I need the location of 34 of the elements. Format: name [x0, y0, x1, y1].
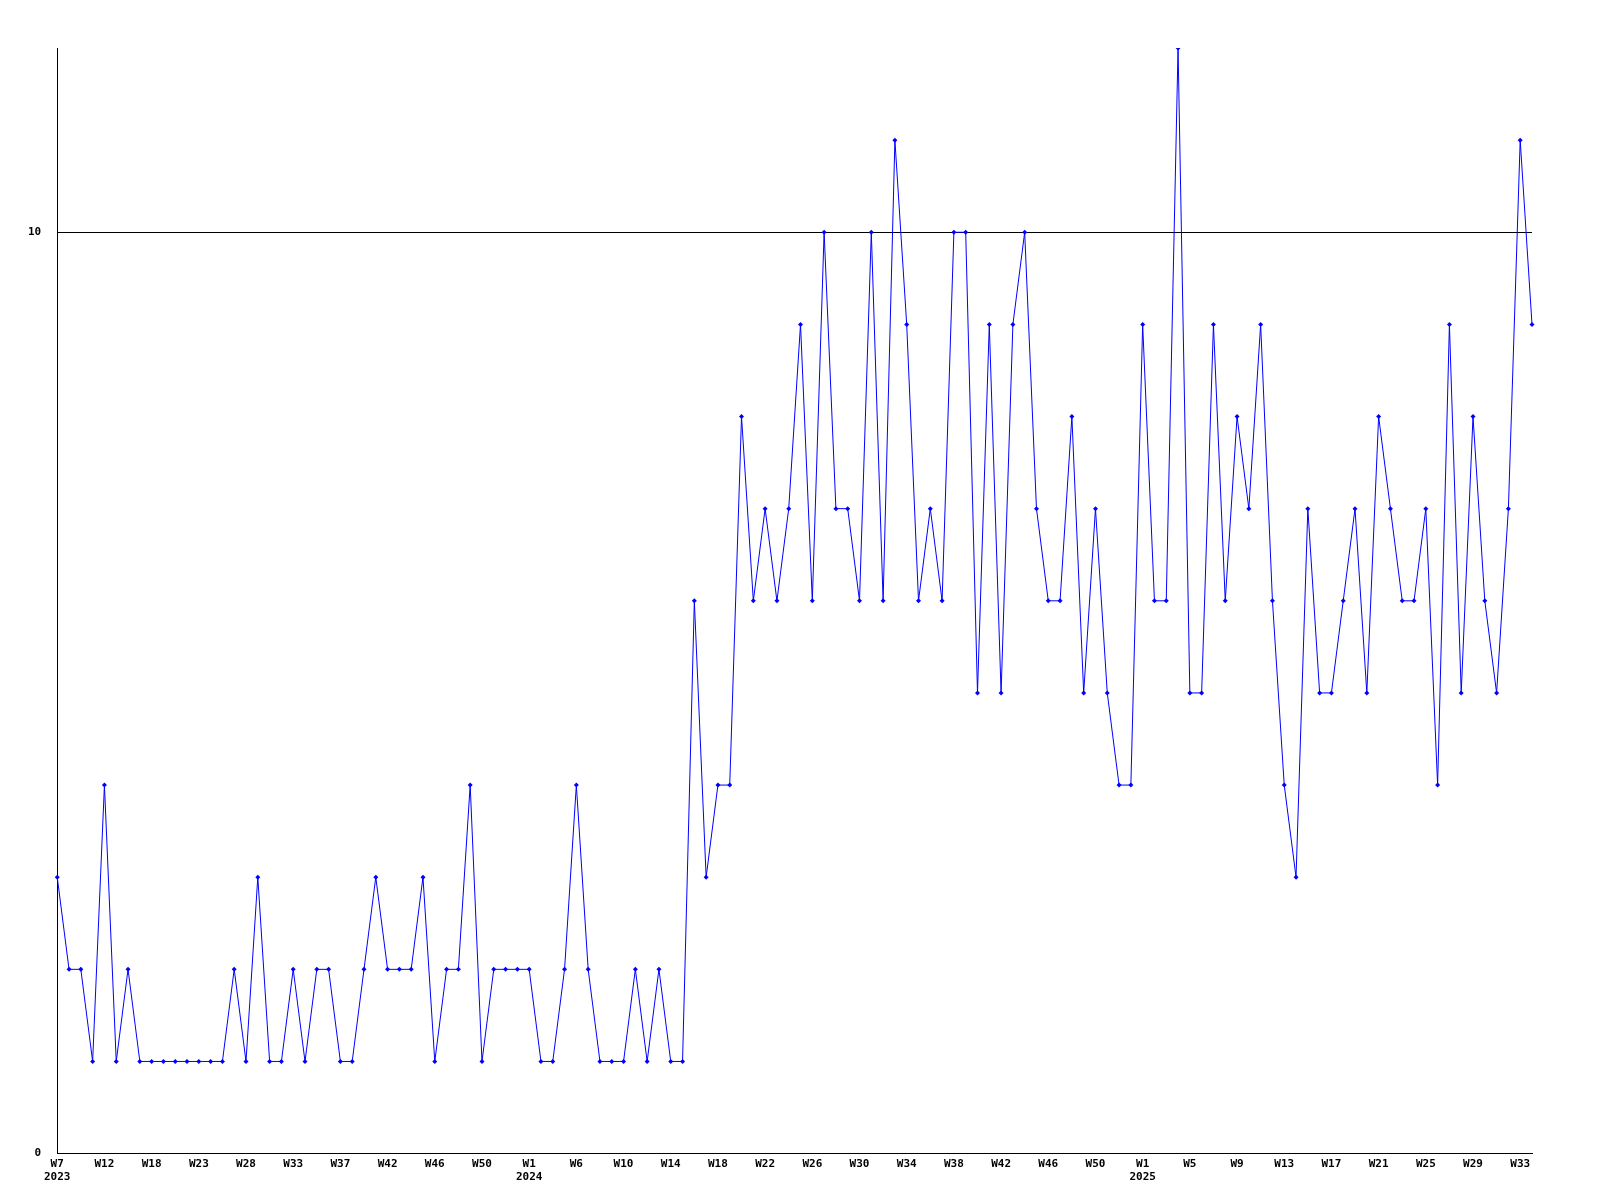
x-tick-label: W30 — [849, 1157, 870, 1171]
x-tick-label: W46 — [1038, 1157, 1059, 1171]
x-tick-label: W6 — [569, 1157, 584, 1171]
x-tick-label: W42 — [377, 1157, 398, 1171]
x-tick-label: W21 — [1368, 1157, 1389, 1171]
x-tick-label: W33 — [1510, 1157, 1531, 1171]
x-tick-label: W18 — [141, 1157, 162, 1171]
x-tick-label: W5 — [1183, 1157, 1197, 1171]
x-tick-label: W1 2024 — [515, 1157, 543, 1184]
x-tick-label: W42 — [991, 1157, 1012, 1171]
x-tick-label: W23 — [188, 1157, 209, 1171]
x-tick-label: W13 — [1274, 1157, 1295, 1171]
x-tick-label: W50 — [1085, 1157, 1106, 1171]
x-tick-label: W14 — [660, 1157, 682, 1171]
x-tick-label: W37 — [330, 1157, 351, 1171]
x-tick-label: W1 2025 — [1129, 1157, 1156, 1184]
x-tick-label: W28 — [236, 1157, 256, 1171]
x-tick-label: W17 — [1321, 1157, 1342, 1171]
x-tick-label: W12 — [94, 1157, 115, 1171]
x-tick-label: W10 — [613, 1157, 634, 1171]
x-tick-label: W18 — [708, 1157, 728, 1171]
x-tick-label: W38 — [943, 1157, 964, 1171]
x-tick-label: W22 — [755, 1157, 776, 1171]
x-tick-label: W33 — [283, 1157, 304, 1171]
x-tick-label: W34 — [896, 1157, 918, 1171]
x-tick-label: W25 — [1415, 1157, 1436, 1171]
x-tick-label: W7 2023 — [44, 1157, 71, 1184]
y-tick-label: 10 — [28, 225, 42, 239]
y-tick-label: 0 — [34, 1146, 42, 1160]
x-tick-label: W46 — [424, 1157, 446, 1171]
x-tick-label: W50 — [472, 1157, 492, 1171]
x-tick-label: W29 — [1463, 1157, 1483, 1171]
x-tick-label: W9 — [1230, 1157, 1244, 1171]
x-tick-label: W26 — [802, 1157, 823, 1171]
